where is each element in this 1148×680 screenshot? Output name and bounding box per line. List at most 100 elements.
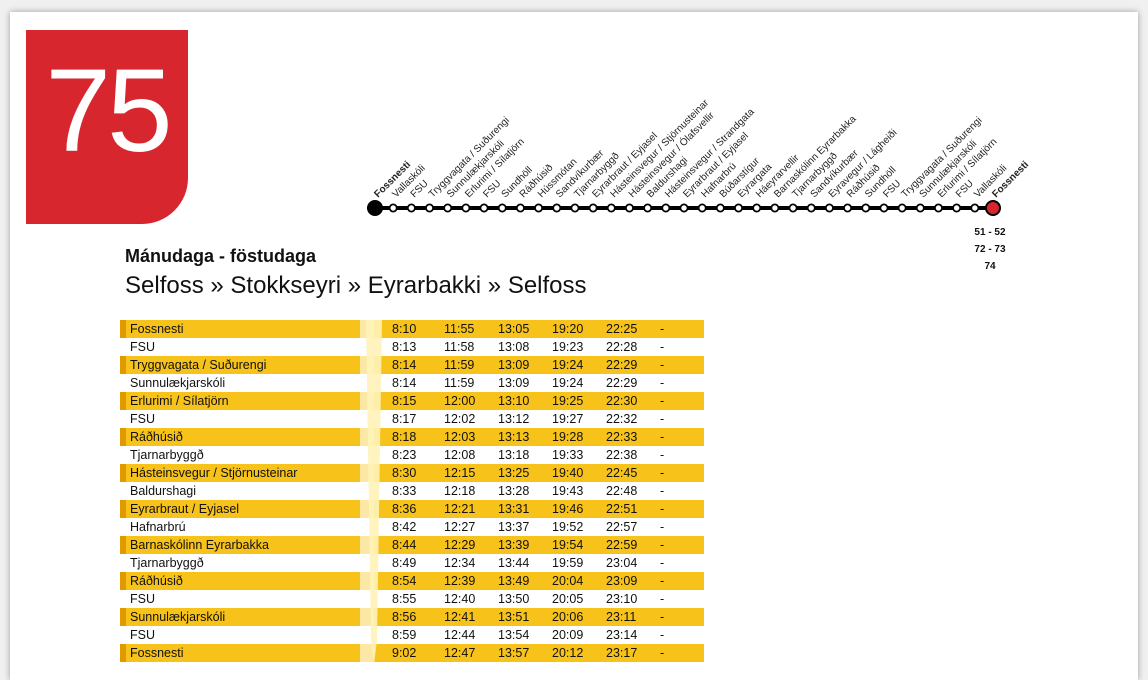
- departure-time: 22:38: [606, 448, 638, 462]
- row-spacer: [374, 608, 392, 626]
- stop-marker: [624, 203, 634, 213]
- departure-time: 11:58: [444, 340, 475, 354]
- table-row: FSU 8:17 12:02 13:12 19:27 22:32 -: [120, 410, 704, 428]
- route-badge: 75: [26, 30, 188, 224]
- table-row: FSU 8:13 11:58 13:08 19:23 22:28 -: [120, 338, 704, 356]
- departure-time: 8:13: [392, 340, 417, 354]
- no-service-mark: -: [660, 572, 704, 590]
- departure-time: 8:33: [392, 484, 417, 498]
- departure-time: 13:44: [498, 556, 530, 570]
- departure-time: 13:37: [498, 520, 530, 534]
- row-marker: [120, 572, 126, 590]
- row-marker: [120, 500, 126, 518]
- stop-marker: [515, 203, 525, 213]
- departure-time: 19:25: [552, 392, 606, 410]
- departure-time: 12:21: [444, 500, 498, 518]
- departure-time: 13:49: [498, 572, 552, 590]
- row-marker: [120, 356, 126, 374]
- departure-time: 13:31: [498, 500, 552, 518]
- stop-name: Fossnesti: [126, 320, 360, 338]
- departure-time: 13:10: [498, 392, 552, 410]
- departure-time: 19:20: [552, 320, 606, 338]
- departure-time: 12:44: [444, 628, 476, 642]
- departure-time: 19:59: [552, 556, 584, 570]
- table-row: Tjarnarbyggð 8:49 12:34 13:44 19:59 23:04 -: [120, 554, 704, 572]
- departure-time: 8:14: [392, 376, 417, 390]
- stop-marker: [985, 200, 1001, 216]
- row-spacer: [374, 644, 392, 662]
- no-service-mark: -: [660, 376, 665, 390]
- row-spacer: [360, 644, 374, 662]
- departure-time: 8:54: [392, 572, 444, 590]
- stop-marker: [443, 203, 453, 213]
- no-service-mark: -: [660, 340, 665, 354]
- no-service-mark: -: [660, 392, 704, 410]
- stop-marker: [643, 203, 653, 213]
- stop-marker: [933, 203, 943, 213]
- stop-name: Barnaskólinn Eyrarbakka: [126, 536, 360, 554]
- departure-time: 13:12: [498, 412, 530, 426]
- stop-marker: [461, 203, 471, 213]
- row-marker: [120, 644, 126, 662]
- table-row: Fossnesti 9:02 12:47 13:57 20:12 23:17-: [120, 644, 704, 662]
- route-number: 75: [45, 45, 172, 177]
- table-row: Barnaskólinn Eyrarbakka 8:44 12:29 13:39 19:…: [120, 536, 704, 554]
- departure-time: 19:40: [552, 464, 606, 482]
- departure-time: 22:30: [606, 392, 660, 410]
- departure-time: 13:25: [498, 464, 552, 482]
- stop-marker: [715, 203, 725, 213]
- stop-marker: [879, 203, 889, 213]
- timetable: Fossnesti 8:10 11:55 13:05 19:20 22:25- FSU 8:1…: [120, 320, 704, 662]
- stop-name: Hásteinsvegur / Stjörnusteinar: [126, 464, 360, 482]
- departure-time: 19:24: [552, 376, 584, 390]
- schedule-days: Mánudaga - föstudaga: [125, 246, 317, 266]
- stop-marker: [588, 203, 598, 213]
- connection-label: 51 - 52: [974, 227, 1006, 238]
- departure-time: 22:48: [606, 484, 638, 498]
- stop-name: Eyrarbraut / Eyjasel: [126, 500, 360, 518]
- table-row: Eyrarbraut / Eyjasel 8:36 12:21 13:31 19:46 2…: [120, 500, 704, 518]
- no-service-mark: -: [660, 484, 665, 498]
- departure-time: 13:57: [498, 644, 552, 662]
- departure-time: 13:09: [498, 376, 530, 390]
- departure-time: 22:29: [606, 356, 660, 374]
- departure-time: 19:54: [552, 536, 606, 554]
- row-spacer: [374, 572, 392, 590]
- stop-name: Tryggvagata / Suðurengi: [126, 356, 360, 374]
- stop-name: Baldurshagi: [130, 484, 197, 498]
- stop-marker: [752, 203, 762, 213]
- departure-time: 23:11: [606, 608, 660, 626]
- row-marker: [120, 536, 126, 554]
- departure-time: 23:17: [606, 644, 660, 662]
- table-row: FSU 8:55 12:40 13:50 20:05 23:10 -: [120, 590, 704, 608]
- departure-time: 8:55: [392, 592, 417, 606]
- departure-time: 22:57: [606, 520, 638, 534]
- departure-time: 9:02: [392, 644, 444, 662]
- departure-time: 19:52: [552, 520, 584, 534]
- table-row: Erlurimi / Sílatjörn 8:15 12:00 13:10 19:25 2…: [120, 392, 704, 410]
- stop-name: Ráðhúsið: [126, 572, 360, 590]
- table-row: Sunnulækjarskóli 8:14 11:59 13:09 19:24 22:29…: [120, 374, 704, 392]
- departure-time: 20:04: [552, 572, 606, 590]
- stop-name: Hafnarbrú: [130, 520, 186, 534]
- departure-time: 22:45: [606, 464, 660, 482]
- departure-time: 8:56: [392, 608, 444, 626]
- departure-time: 12:15: [444, 464, 498, 482]
- no-service-mark: -: [660, 608, 704, 626]
- departure-time: 11:59: [444, 376, 475, 390]
- stop-name: FSU: [130, 592, 155, 606]
- departure-time: 23:09: [606, 572, 660, 590]
- departure-time: 8:42: [392, 520, 417, 534]
- departure-time: 22:33: [606, 428, 660, 446]
- no-service-mark: -: [660, 320, 704, 338]
- stop-marker: [861, 203, 871, 213]
- stop-marker: [770, 203, 780, 213]
- departure-time: 23:14: [606, 628, 638, 642]
- row-marker: [120, 320, 126, 338]
- no-service-mark: -: [660, 556, 665, 570]
- departure-time: 20:05: [552, 592, 584, 606]
- departure-time: 8:23: [392, 448, 417, 462]
- departure-time: 13:08: [498, 340, 530, 354]
- departure-time: 8:17: [392, 412, 417, 426]
- row-marker: [120, 464, 126, 482]
